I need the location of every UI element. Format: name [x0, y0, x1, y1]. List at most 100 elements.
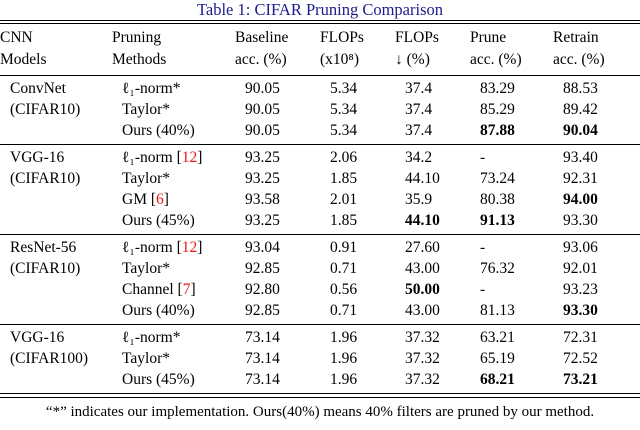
citation-link[interactable]: 12	[181, 149, 198, 167]
table-row: VGG-16 ℓ₁-norm* 73.14 1.96 37.32 63.21 72.31	[0, 327, 640, 348]
value-cell: 93.25	[245, 170, 280, 188]
col-header-retrain-acc: Retrain acc. (%)	[553, 29, 605, 69]
value-cell: 37.4	[405, 101, 433, 119]
value-cell: 37.4	[405, 80, 433, 98]
value-cell: 94.00	[563, 191, 598, 209]
bottom-double-rule	[0, 393, 640, 398]
citation-link[interactable]: 12	[181, 239, 198, 257]
value-cell: 5.34	[330, 101, 358, 119]
value-cell: -	[480, 239, 486, 257]
model-cell: ResNet-56	[10, 239, 77, 257]
value-cell: 92.31	[563, 170, 598, 188]
method-label-bracket: ]	[190, 281, 196, 299]
method-label: Taylor*	[122, 350, 170, 368]
value-cell: 83.29	[480, 80, 515, 98]
value-cell: 35.9	[405, 191, 433, 209]
model-cell: (CIFAR10)	[10, 260, 81, 278]
table-header: CNN Models Pruning Methods Baseline acc.…	[0, 24, 640, 77]
method-cell: Taylor*	[122, 348, 245, 369]
value-cell: 93.04	[245, 239, 280, 257]
model-block: VGG-16 ℓ₁-norm [12] 93.25 2.06 34.2-93.40 (CI…	[0, 144, 640, 234]
value-cell: 90.04	[563, 122, 598, 140]
method-cell: Ours (40%)	[122, 300, 245, 321]
method-cell: Channel [7]	[122, 279, 245, 300]
value-cell: 73.14	[245, 371, 280, 389]
method-cell: Ours (45%)	[122, 369, 245, 390]
value-cell: 92.80	[245, 281, 280, 299]
table-row: (CIFAR100) Taylor* 73.14 1.96 37.32 65.19 72.5…	[0, 348, 640, 369]
method-cell: GM [6]	[122, 189, 245, 210]
model-cell: ConvNet	[10, 80, 66, 98]
col-header-prune-acc: Prune acc. (%)	[470, 29, 522, 69]
table-row: (CIFAR10) Taylor* 90.05 5.34 37.4 85.29 89.42	[0, 99, 640, 120]
value-cell: 0.91	[330, 239, 358, 257]
value-cell: -	[480, 149, 486, 167]
value-cell: 37.4	[405, 122, 433, 140]
method-cell: Taylor*	[122, 258, 245, 279]
model-cell	[10, 300, 122, 321]
value-cell: 1.85	[330, 212, 358, 230]
method-label-bracket: ]	[197, 239, 203, 257]
value-cell: -	[480, 281, 486, 299]
value-cell: 63.21	[480, 329, 515, 347]
method-cell: Taylor*	[122, 99, 245, 120]
value-cell: 43.00	[405, 260, 440, 278]
table-body: ConvNet ℓ₁-norm* 90.05 5.34 37.4 83.29 88.53 (C…	[0, 76, 640, 393]
model-cell: VGG-16	[10, 149, 65, 167]
col-header-cnn-models: CNN Models	[0, 29, 47, 69]
value-cell: 73.14	[245, 350, 280, 368]
value-cell: 1.85	[330, 170, 358, 188]
table-footnote: “*” indicates our implementation. Ours(4…	[45, 403, 595, 420]
value-cell: 81.13	[480, 302, 515, 320]
value-cell: 90.05	[245, 122, 280, 140]
method-label: Ours (45%)	[122, 371, 195, 389]
table-row: (CIFAR10) Taylor* 92.85 0.71 43.00 76.32 92.01	[0, 258, 640, 279]
value-cell: 87.88	[480, 122, 515, 140]
col-header-pruning-methods: Pruning Methods	[112, 29, 167, 69]
citation-link[interactable]: 6	[156, 191, 164, 209]
citation-link[interactable]: 7	[182, 281, 191, 299]
value-cell: 5.34	[330, 122, 358, 140]
value-cell: 93.58	[245, 191, 280, 209]
method-cell: Ours (45%)	[122, 210, 245, 231]
method-cell: ℓ₁-norm*	[122, 78, 245, 99]
model-cell	[10, 210, 122, 231]
method-label: Taylor*	[122, 260, 170, 278]
value-cell: 92.01	[563, 260, 598, 278]
table-row: GM [6] 93.58 2.01 35.9 80.38 94.00	[0, 189, 640, 210]
method-label: Channel [	[122, 281, 183, 299]
value-cell: 91.13	[480, 212, 515, 230]
value-cell: 73.24	[480, 170, 515, 188]
value-cell: 1.96	[330, 329, 358, 347]
value-cell: 1.96	[330, 350, 358, 368]
value-cell: 1.96	[330, 371, 358, 389]
value-cell: 44.10	[405, 170, 440, 188]
model-cell: (CIFAR10)	[10, 170, 81, 188]
value-cell: 93.23	[563, 281, 598, 299]
method-label: Taylor*	[122, 170, 170, 188]
table-title: Table 1: CIFAR Pruning Comparison	[196, 0, 444, 19]
table-row: Ours (45%) 93.25 1.85 44.10 91.13 93.30	[0, 210, 640, 231]
value-cell: 92.85	[245, 302, 280, 320]
value-cell: 2.01	[330, 191, 358, 209]
model-block: ConvNet ℓ₁-norm* 90.05 5.34 37.4 83.29 88.53 (C…	[0, 76, 640, 144]
model-block: VGG-16 ℓ₁-norm* 73.14 1.96 37.32 63.21 72.31 (C…	[0, 324, 640, 393]
model-cell: (CIFAR10)	[10, 101, 81, 119]
value-cell: 90.05	[245, 101, 280, 119]
model-cell	[10, 189, 122, 210]
col-header-baseline-acc: Baseline acc. (%)	[235, 29, 289, 69]
method-label: Ours (40%)	[122, 122, 195, 140]
value-cell: 34.2	[405, 149, 433, 167]
method-cell: ℓ₁-norm [12]	[122, 237, 245, 258]
value-cell: 0.71	[330, 260, 358, 278]
table-row: Channel [7] 92.80 0.56 50.00-93.23	[0, 279, 640, 300]
value-cell: 93.25	[245, 149, 280, 167]
method-cell: Ours (40%)	[122, 120, 245, 141]
method-label: ℓ₁-norm*	[122, 80, 181, 98]
method-label: ℓ₁-norm [	[122, 149, 182, 167]
method-label-bracket: ]	[197, 149, 203, 167]
value-cell: 44.10	[405, 212, 440, 230]
value-cell: 92.85	[245, 260, 280, 278]
value-cell: 27.60	[405, 239, 440, 257]
